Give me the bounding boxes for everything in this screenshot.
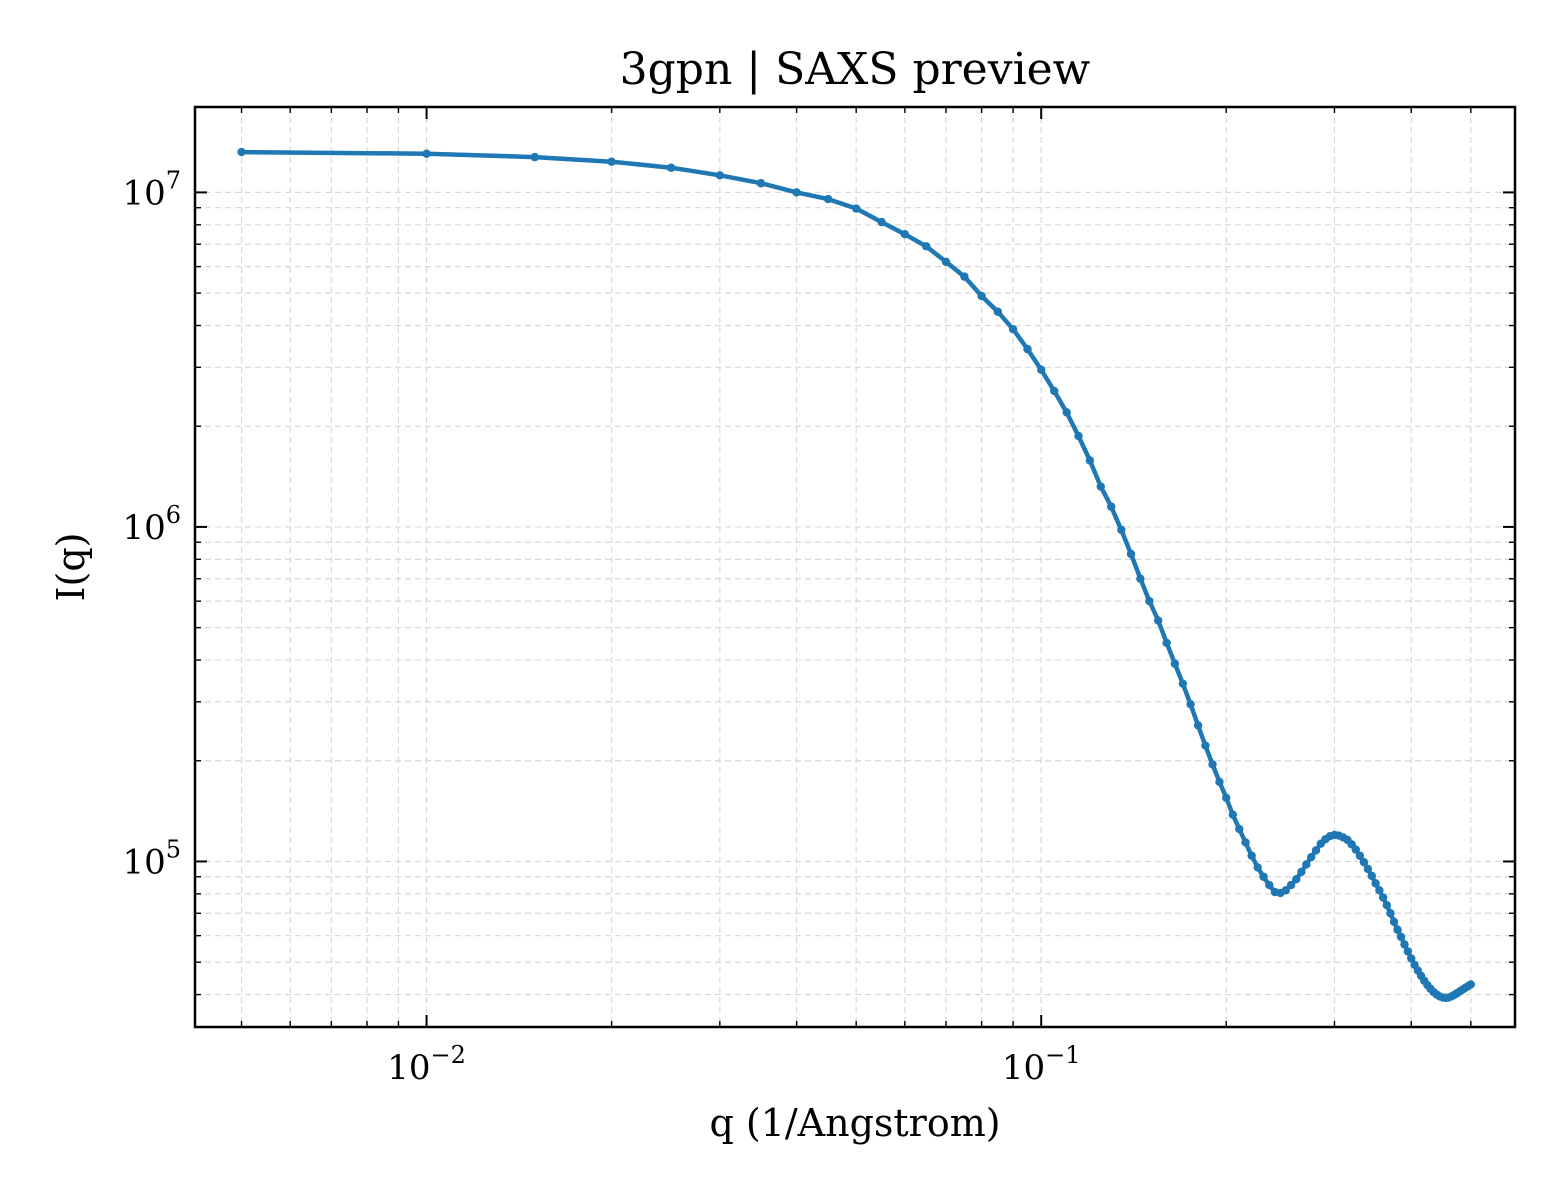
data-point (977, 291, 986, 301)
data-point (1393, 925, 1402, 934)
grid (195, 107, 1515, 1027)
data-point (1363, 864, 1373, 874)
data-point (715, 171, 725, 180)
data-point (1302, 860, 1311, 869)
y-tick-label: 106 (122, 501, 181, 548)
data-point (1386, 909, 1395, 918)
data-point (1208, 760, 1217, 769)
data-point (1286, 880, 1296, 890)
data-point (1074, 431, 1083, 441)
data-point (1037, 365, 1046, 374)
chart-title: 3gpn | SAXS preview (620, 44, 1091, 95)
axes-frame (193, 105, 1517, 1029)
y-tick-label: 105 (122, 835, 181, 882)
data-point (1153, 616, 1163, 625)
data-point (1186, 700, 1195, 709)
data-point (1389, 917, 1399, 927)
y-tick-label: 107 (122, 166, 181, 213)
data-point (1292, 875, 1301, 884)
data-point (1407, 954, 1416, 963)
data-point (1307, 852, 1316, 862)
data-point (1228, 810, 1238, 819)
data-point (1215, 777, 1224, 787)
data-point (1403, 947, 1413, 956)
data-point (823, 194, 833, 204)
data-point (877, 217, 886, 227)
data-point (1023, 344, 1032, 354)
data-point (1351, 845, 1361, 854)
data-point (1096, 482, 1105, 491)
data-point (1170, 659, 1180, 668)
data-point (960, 272, 969, 281)
data-point (666, 163, 676, 172)
data-point (1259, 872, 1268, 881)
data-point (1281, 886, 1290, 895)
data-point (1201, 741, 1210, 750)
data-point (851, 204, 861, 213)
x-tick-label: 10−1 (1002, 1041, 1081, 1088)
data-point (941, 257, 951, 267)
data-point (1371, 879, 1380, 888)
data-point (1222, 793, 1231, 802)
y-axis-label: I(q) (49, 533, 93, 602)
data-point (1107, 502, 1116, 511)
data-point (1235, 824, 1244, 834)
data-point (1162, 638, 1171, 648)
data-point (607, 157, 616, 166)
data-point (1375, 886, 1384, 895)
data-point (1378, 893, 1388, 902)
x-axis-label: q (1/Angstrom) (709, 1101, 1000, 1145)
data-point (1359, 857, 1369, 867)
data-point (1136, 574, 1145, 583)
data-point (1297, 867, 1306, 877)
data-point (422, 149, 431, 158)
data-point (993, 307, 1003, 316)
data-point (792, 188, 801, 197)
data-point (1085, 456, 1095, 465)
data-point (1265, 880, 1274, 890)
data-point (1396, 932, 1406, 942)
data-point (1145, 596, 1154, 606)
data-point (1253, 863, 1262, 872)
data-point (1062, 408, 1071, 417)
data-point (1117, 525, 1126, 535)
axis-ticks: 10−2 10−1 105 106 107 (122, 107, 1515, 1088)
data-point (1367, 871, 1376, 881)
data-point (530, 152, 539, 162)
data-point (1050, 386, 1059, 396)
data-point (1178, 679, 1188, 688)
data-point (237, 147, 246, 157)
data-point (1247, 851, 1256, 860)
data-point (1193, 721, 1203, 730)
data-point (1400, 940, 1409, 949)
data-point (1241, 838, 1250, 847)
data-point (1355, 851, 1365, 860)
plot-area (237, 147, 1476, 1003)
data-point (1126, 549, 1136, 559)
data-point (1382, 901, 1392, 910)
x-tick-label: 10−2 (387, 1041, 466, 1088)
data-point (756, 179, 766, 188)
data-point (1311, 846, 1321, 855)
data-point (922, 242, 931, 251)
data-point (900, 229, 910, 239)
data-point (1008, 324, 1018, 334)
data-point (1466, 980, 1476, 989)
